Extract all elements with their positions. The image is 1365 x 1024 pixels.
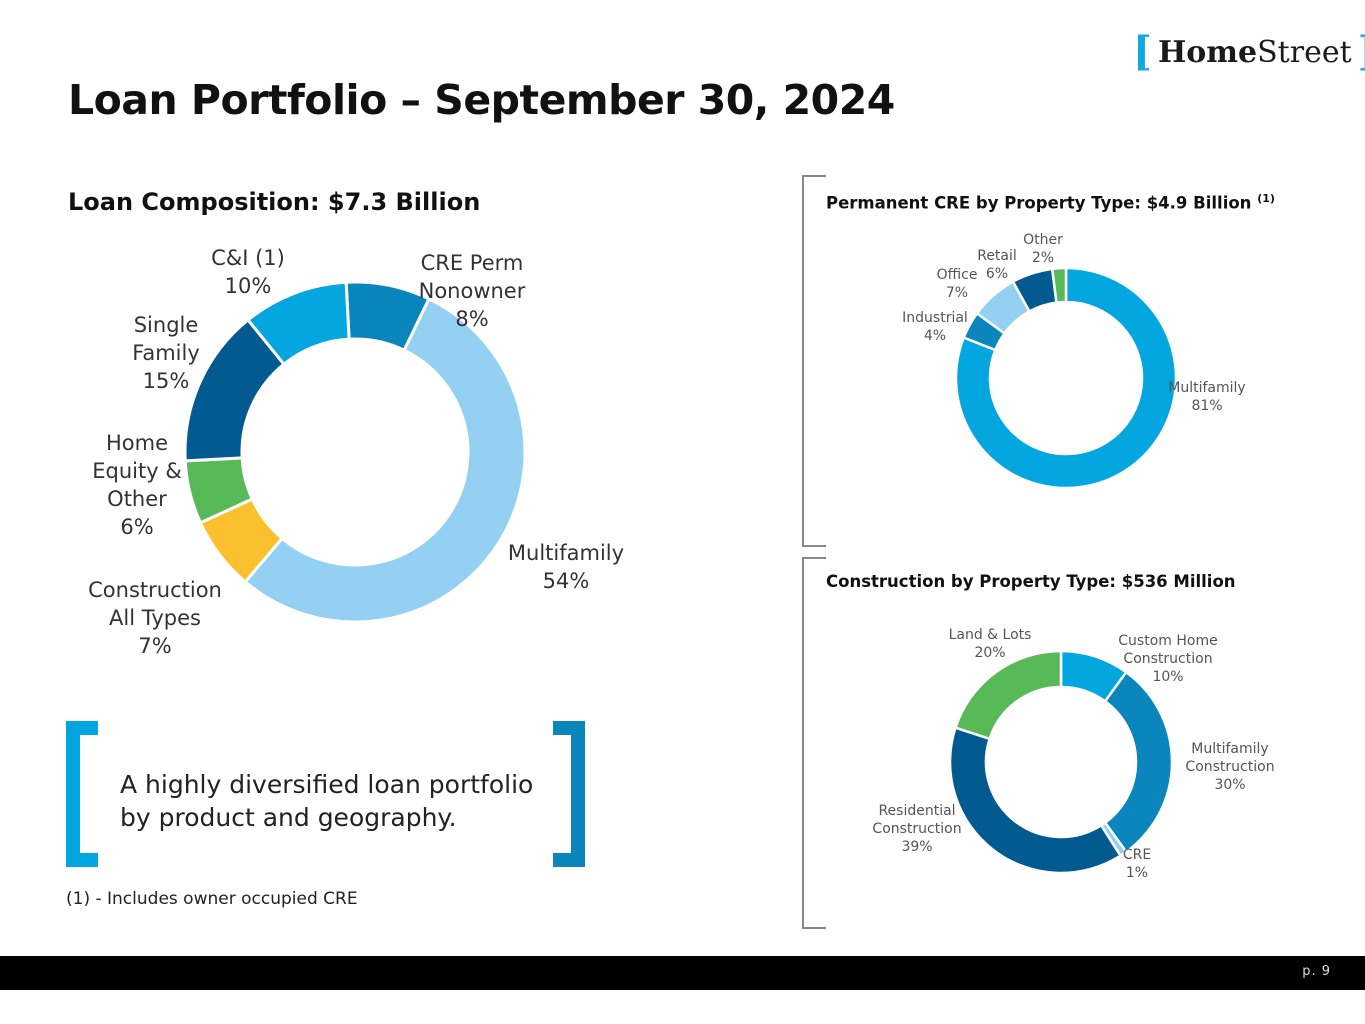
chart1-label-construction-all-types: Construction All Types 7% [88,578,222,658]
chart3-label-multifamily-construction: Multifamily Construction 30% [1185,741,1274,793]
construction-bracket [802,557,826,929]
loan-composition-title: Loan Composition: $7.3 Billion [68,188,481,216]
page-title: Loan Portfolio – September 30, 2024 [68,76,895,124]
quote-line-1: A highly diversified loan portfolio [120,770,534,799]
chart3-slice-land-lots [953,649,1063,741]
construction-title: Construction by Property Type: $536 Mill… [826,572,1236,591]
chart3-label-residential-construction: Residential Construction 39% [872,803,961,855]
quote-text: A highly diversified loan portfolio by p… [120,768,560,834]
chart3-label-cre: CRE 1% [1123,847,1151,881]
permanent-cre-title: Permanent CRE by Property Type: $4.9 Bil… [826,192,1275,213]
chart2-label-office: Office 7% [937,267,978,301]
logo-home: Home [1157,34,1258,70]
quote-open-bracket [66,721,98,867]
chart3-label-land-lots: Land & Lots 20% [949,627,1032,661]
chart2-label-multifamily: Multifamily 81% [1168,380,1245,414]
permanent-cre-title-text: Permanent CRE by Property Type: $4.9 Bil… [826,193,1252,213]
chart1-label-home-equity-other: Home Equity & Other 6% [92,431,181,539]
chart3-slice-multifamily-construction [1103,670,1174,854]
chart3-label-custom-home-construction: Custom Home Construction 10% [1118,633,1217,685]
permanent-cre-bracket [802,175,826,547]
chart2-slice-other [1050,266,1068,304]
footer-bar: p. 9 [0,956,1365,990]
chart1-label-multifamily: Multifamily 54% [508,541,624,593]
chart1-slice-c-i-1 [245,280,351,367]
logo-close-bracket: ] [1358,32,1365,72]
footnote: (1) - Includes owner occupied CRE [66,889,358,909]
chart1-label-single-family: Single Family 15% [132,313,200,393]
logo-open-bracket: [ [1133,28,1152,75]
page-number: p. 9 [1302,964,1331,979]
quote-close-bracket [553,721,585,867]
chart2-label-industrial: Industrial 4% [902,310,968,344]
chart1-label-c-i-1: C&I (1) 10% [211,246,285,298]
chart2-label-other: Other 2% [1023,232,1063,266]
quote-line-2: by product and geography. [120,803,457,832]
permanent-cre-footnote-ref: (1) [1257,192,1275,205]
charts-canvas: CRE Perm Nonowner 8% Multifamily 54% Construc… [88,232,1274,881]
chart1-slice-multifamily [243,296,527,624]
chart2-slice-multifamily [954,266,1178,490]
chart1-label-cre-perm-nonowner: CRE Perm Nonowner 8% [419,251,526,331]
logo-street: Street [1257,34,1352,70]
chart2-label-retail: Retail 6% [977,248,1017,282]
chart3-slice-residential-construction [948,726,1123,875]
